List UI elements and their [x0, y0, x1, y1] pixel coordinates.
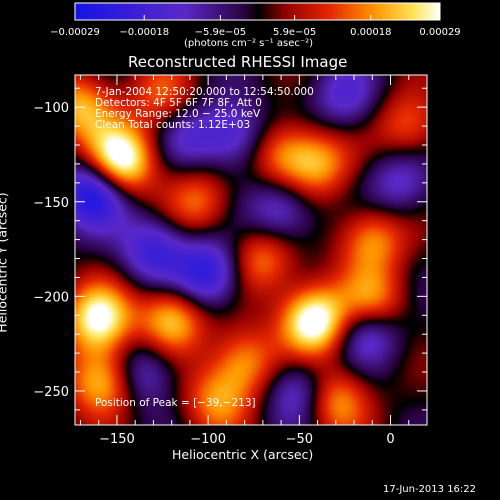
colorbar: −0.00029 −0.00018 −5.9e−05 5.9e−05 0.00018 0.…	[50, 2, 461, 38]
colorbar-unit: (photons cm⁻² s⁻¹ asec⁻²)	[184, 38, 314, 49]
colorbar-tick-label: −0.00029	[50, 27, 100, 38]
colorbar-tick-label: 0.00029	[419, 27, 460, 38]
x-tick-label: −100	[190, 432, 226, 447]
x-tick-label: 0	[386, 432, 394, 447]
peak-position-label: Position of Peak = [−39,−213]	[95, 397, 256, 409]
y-tick-label: −200	[33, 290, 69, 305]
y-tick-label: −250	[33, 385, 69, 400]
colorbar-gradient	[74, 2, 441, 21]
footer-timestamp: 17‑Jun‑2013 16:22	[383, 484, 477, 495]
heatmap-plot	[75, 75, 427, 425]
axes: −150 −100 −50 0 −250 −200 −150 −100	[33, 74, 428, 447]
y-tick-label: −100	[33, 101, 69, 116]
plot-frame	[74, 74, 428, 426]
info-time-range: 7‑Jan‑2004 12:50:20.000 to 12:54:50.000	[95, 86, 314, 98]
x-tick-label: −50	[286, 432, 313, 447]
colorbar-tick-label: 0.00018	[350, 27, 391, 38]
colorbar-tick-label: 5.9e−05	[273, 27, 316, 38]
y-axis-label: Heliocentric Y (arcsec)	[0, 192, 10, 333]
y-tick-label: −150	[33, 196, 69, 211]
colorbar-tick-label: −5.9e−05	[195, 27, 247, 38]
colorbar-tick-label: −0.00018	[119, 27, 169, 38]
x-axis-label: Heliocentric X (arcsec)	[172, 447, 314, 462]
info-energy-range: Energy Range: 12.0 − 25.0 keV	[95, 108, 261, 120]
x-tick-label: −150	[99, 432, 135, 447]
heatmap-image	[75, 75, 427, 425]
chart-title: Reconstructed RHESSI Image	[128, 53, 348, 71]
info-detectors: Detectors: 4F 5F 6F 7F 8F, Att 0	[95, 97, 262, 109]
info-clean-counts: Clean Total counts: 1.12E+03	[95, 119, 251, 131]
